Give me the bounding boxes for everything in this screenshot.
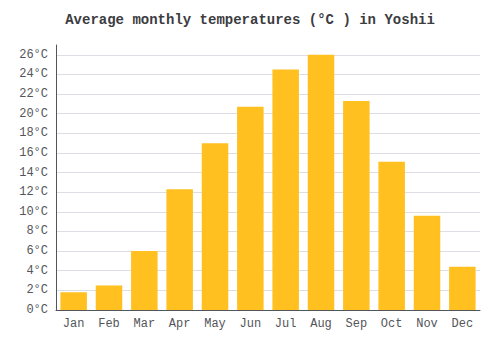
svg-text:2°C: 2°C <box>26 283 48 297</box>
svg-text:16°C: 16°C <box>19 146 48 160</box>
svg-text:26°C: 26°C <box>19 48 48 62</box>
svg-text:May: May <box>204 317 226 331</box>
svg-text:24°C: 24°C <box>19 67 48 81</box>
svg-text:Jan: Jan <box>63 317 85 331</box>
svg-text:0°C: 0°C <box>26 303 48 317</box>
svg-text:Aug: Aug <box>310 317 332 331</box>
svg-text:Mar: Mar <box>134 317 156 331</box>
svg-text:18°C: 18°C <box>19 126 48 140</box>
svg-text:12°C: 12°C <box>19 185 48 199</box>
svg-text:22°C: 22°C <box>19 87 48 101</box>
svg-text:Apr: Apr <box>169 317 191 331</box>
svg-text:20°C: 20°C <box>19 107 48 121</box>
svg-text:Feb: Feb <box>98 317 120 331</box>
svg-text:8°C: 8°C <box>26 224 48 238</box>
svg-text:4°C: 4°C <box>26 264 48 278</box>
svg-text:Dec: Dec <box>452 317 474 331</box>
svg-text:Average monthly temperatures (: Average monthly temperatures (°C ) in Yo… <box>65 12 435 28</box>
svg-text:Sep: Sep <box>346 317 368 331</box>
svg-text:Jul: Jul <box>275 317 297 331</box>
svg-text:6°C: 6°C <box>26 244 48 258</box>
svg-text:Oct: Oct <box>381 317 403 331</box>
svg-text:Nov: Nov <box>416 317 438 331</box>
svg-text:10°C: 10°C <box>19 205 48 219</box>
svg-text:Jun: Jun <box>240 317 262 331</box>
svg-text:14°C: 14°C <box>19 166 48 180</box>
